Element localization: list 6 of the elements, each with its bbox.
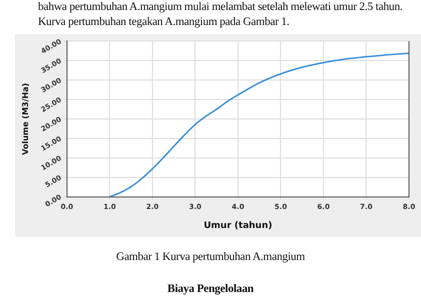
x-axis-title: Umur (tahun) — [204, 220, 272, 231]
text: Kurva pertumbuhan tegakan A.mangium pada Gambar 1. — [38, 16, 290, 28]
text: bahwa pertumbuhan A.mangium mulai melambat setelah melewati umur 2.5 tahun. — [38, 1, 402, 13]
text: Biaya Pengelolaan — [166, 283, 255, 295]
y-axis-title: Volume (M3/Ha) — [20, 82, 30, 156]
text: Gambar 1 Kurva pertumbuhan A.mangium — [115, 251, 306, 263]
